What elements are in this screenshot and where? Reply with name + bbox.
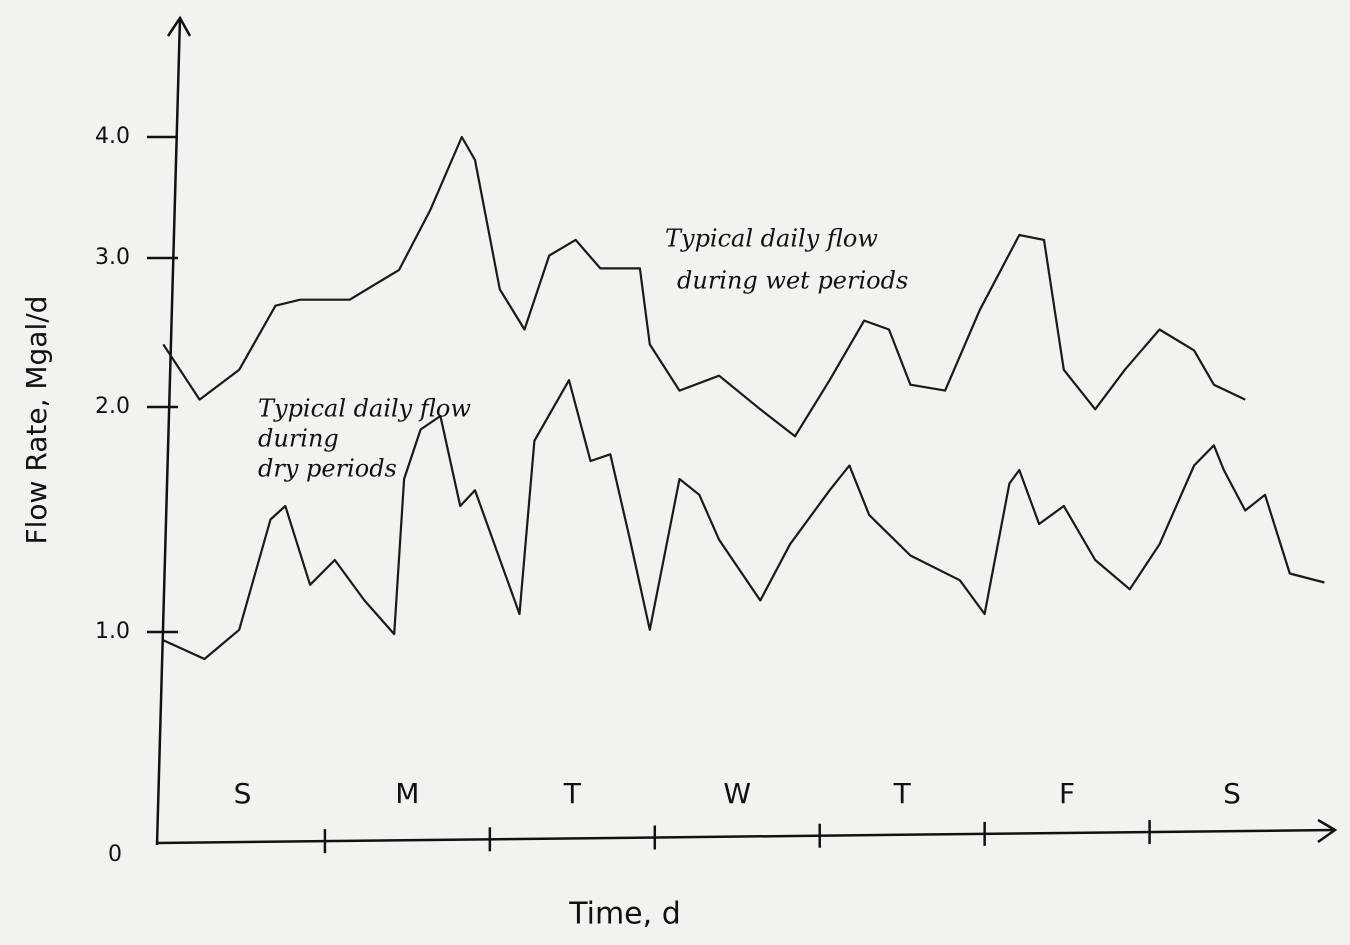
x-tick-label: S bbox=[234, 777, 252, 810]
annotation: during bbox=[258, 425, 339, 453]
x-tick-label: T bbox=[563, 777, 582, 810]
x-axis bbox=[157, 830, 1335, 843]
y-axis bbox=[157, 18, 180, 845]
y-axis-label: Flow Rate, Mgal/d bbox=[20, 296, 53, 545]
x-tick-label: T bbox=[893, 777, 912, 810]
x-axis-label: Time, d bbox=[568, 897, 681, 932]
annotation: during wet periods bbox=[677, 267, 908, 295]
x-tick-label: S bbox=[1223, 777, 1241, 810]
x-tick-label: W bbox=[723, 777, 751, 810]
annotation: Typical daily flow bbox=[665, 225, 878, 253]
y-tick-label: 1.0 bbox=[95, 619, 130, 644]
chart: Time, d Flow Rate, Mgal/d 0 1.0 2.0 3.0 4.0 S… bbox=[0, 0, 1350, 945]
y-tick-label: 3.0 bbox=[95, 245, 130, 270]
y-tick-label: 0 bbox=[108, 842, 122, 867]
annotation: dry periods bbox=[258, 455, 397, 483]
annotation: Typical daily flow bbox=[258, 395, 471, 423]
x-tick-label: F bbox=[1059, 777, 1075, 810]
y-tick-label: 4.0 bbox=[95, 124, 130, 149]
y-tick-label: 2.0 bbox=[95, 394, 130, 419]
x-tick-label: M bbox=[395, 777, 419, 810]
